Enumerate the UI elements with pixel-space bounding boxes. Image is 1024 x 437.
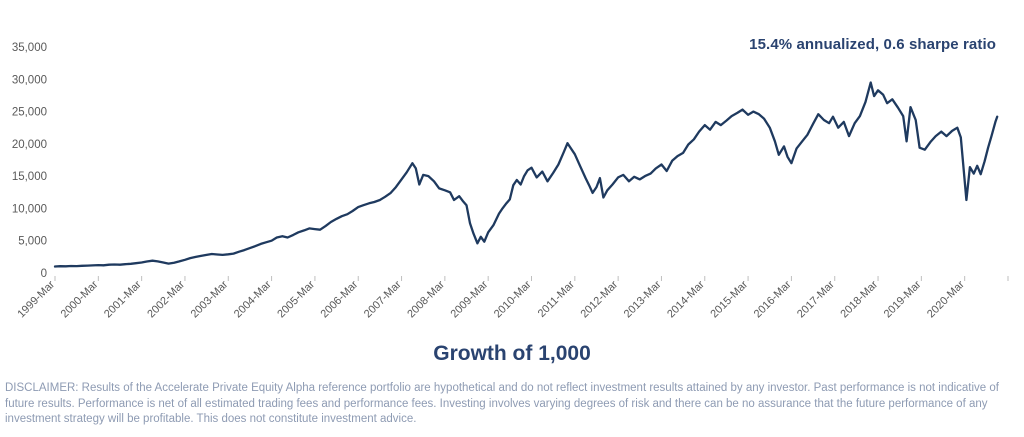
x-axis-tick-label: 1999-Mar bbox=[15, 278, 57, 320]
x-axis-tick-label: 2013-Mar bbox=[622, 278, 664, 320]
y-axis-tick-label: 35,000 bbox=[12, 42, 47, 54]
x-axis-tick-label: 2018-Mar bbox=[838, 278, 880, 320]
y-axis-tick-label: 10,000 bbox=[12, 203, 47, 215]
x-axis-tick-label: 2017-Mar bbox=[795, 278, 837, 320]
x-axis-tick-label: 2016-Mar bbox=[752, 278, 794, 320]
chart-canvas: 0 5,000 10,000 15,000 20,000 25,000 30,000 35,0… bbox=[12, 42, 1009, 320]
y-axis-tick-label: 25,000 bbox=[12, 107, 47, 119]
x-axis-tick-label: 2015-Mar bbox=[708, 278, 750, 320]
x-axis-tick-label: 2008-Mar bbox=[405, 278, 447, 320]
x-axis-tick-label: 2012-Mar bbox=[578, 278, 620, 320]
x-axis-tick-label: 2000-Mar bbox=[59, 278, 101, 320]
x-axis-tick-label: 2007-Mar bbox=[362, 278, 404, 320]
x-axis-tick-label: 2009-Mar bbox=[449, 278, 491, 320]
chart-title: Growth of 1,000 bbox=[433, 342, 591, 365]
disclaimer-text: DISCLAIMER: Results of the Accelerate Pr… bbox=[5, 382, 999, 426]
growth-line-chart: 0 5,000 10,000 15,000 20,000 25,000 30,000 35,0… bbox=[12, 42, 1009, 320]
x-axis-tick-label: 2014-Mar bbox=[665, 278, 707, 320]
y-axis-tick-label: 5,000 bbox=[18, 236, 47, 248]
x-axis-tick-label: 2002-Mar bbox=[145, 278, 187, 320]
x-axis-tick-label: 2001-Mar bbox=[102, 278, 144, 320]
x-axis-tick-label: 2003-Mar bbox=[189, 278, 231, 320]
y-axis-tick-label: 20,000 bbox=[12, 139, 47, 151]
x-axis-tick-label: 2011-Mar bbox=[536, 278, 577, 319]
x-axis-tick-label: 2006-Mar bbox=[319, 278, 361, 320]
x-axis-tick-label: 2010-Mar bbox=[492, 278, 534, 320]
growth-line-series bbox=[53, 81, 999, 268]
x-axis-tick-label: 2005-Mar bbox=[275, 278, 317, 320]
x-axis-tick-label: 2019-Mar bbox=[882, 278, 924, 320]
y-axis-tick-label: 30,000 bbox=[12, 74, 47, 86]
x-axis-tick-label: 2004-Mar bbox=[232, 278, 274, 320]
y-axis-tick-label: 15,000 bbox=[12, 171, 47, 183]
x-axis-tick-label: 2020-Mar bbox=[925, 278, 967, 320]
chart-annotation: 15.4% annualized, 0.6 sharpe ratio bbox=[749, 36, 996, 53]
y-axis-tick-label: 0 bbox=[41, 268, 47, 280]
